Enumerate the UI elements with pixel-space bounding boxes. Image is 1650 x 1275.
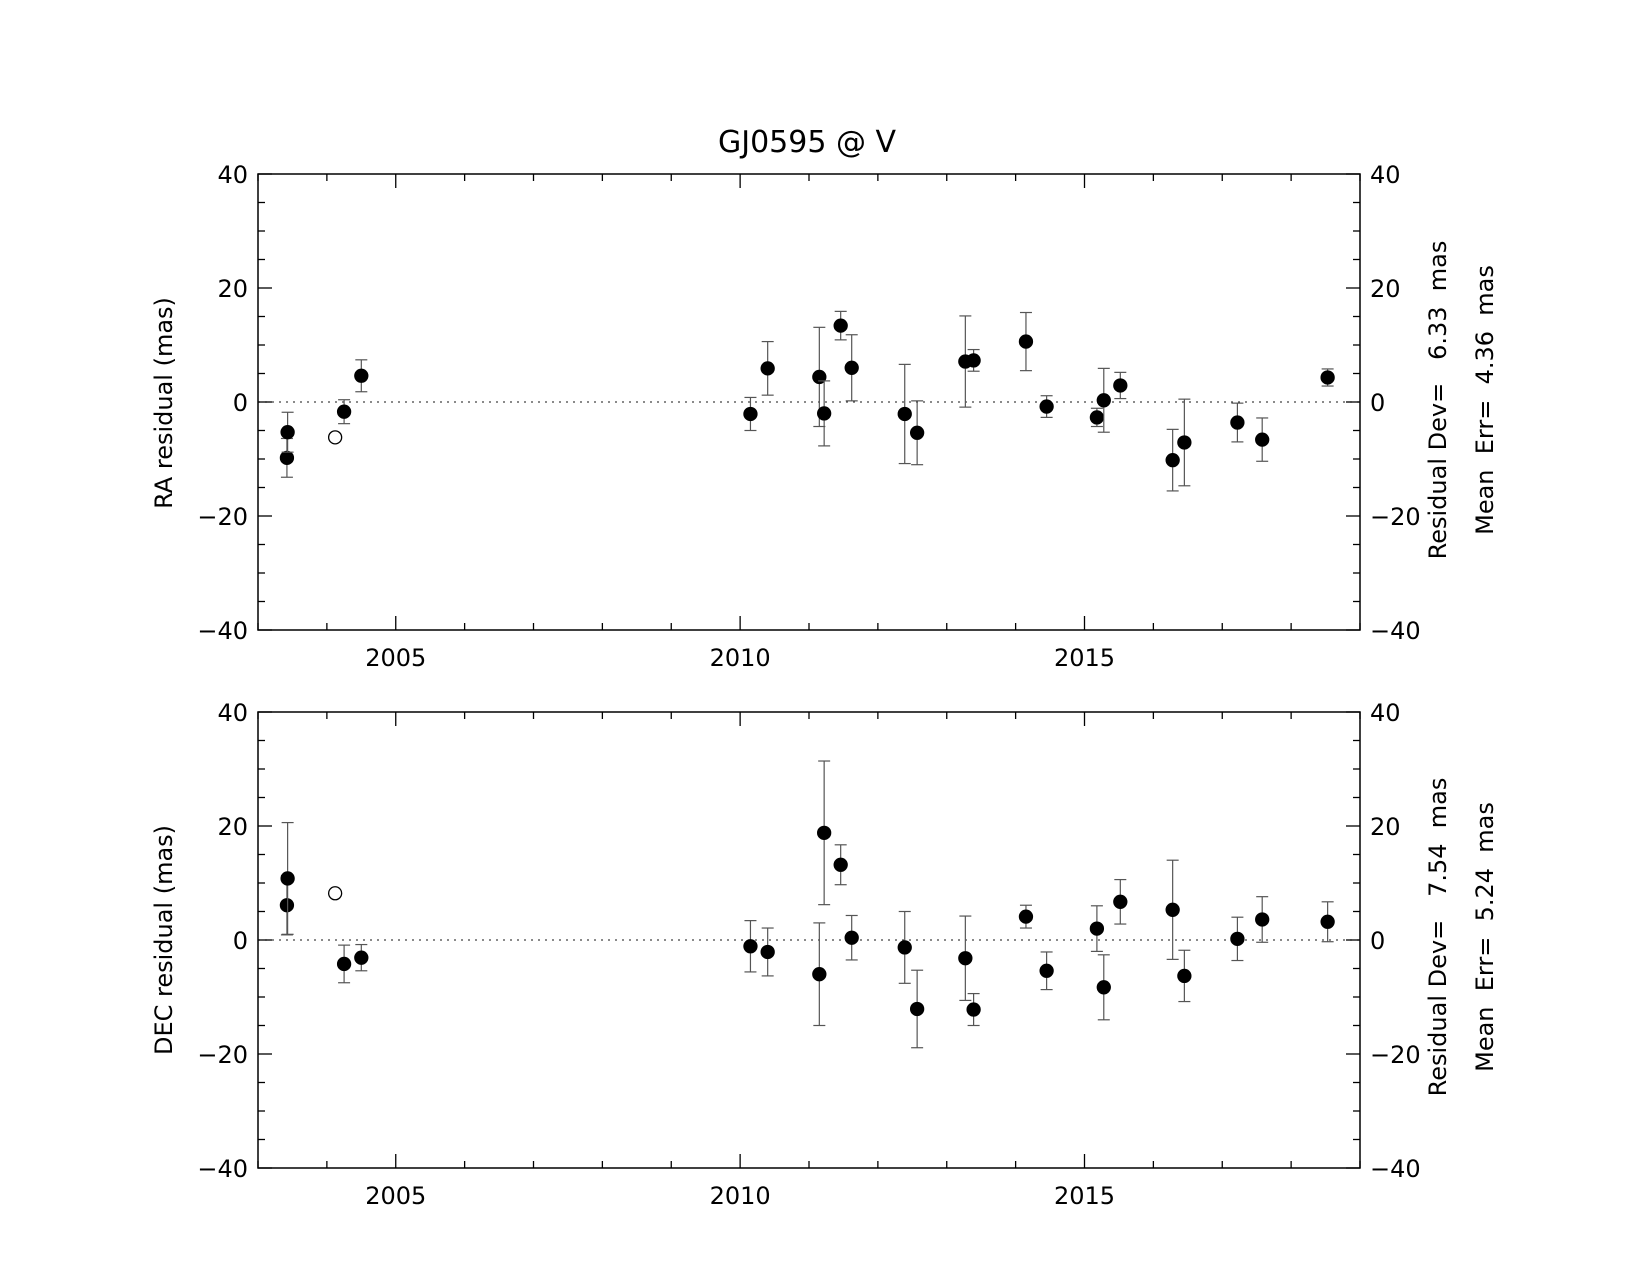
dec-ytick-label-left: 40 [217, 699, 248, 727]
ra-data-point [812, 369, 827, 385]
ra-ytick-label-right: 40 [1370, 161, 1401, 189]
ra-data-point [1018, 334, 1034, 349]
ra-xtick-label: 2005 [365, 644, 426, 672]
dec-rejected-point [327, 886, 343, 901]
dec-data-point [760, 944, 775, 960]
dec-data-point [812, 967, 827, 982]
dec-data-point [1165, 902, 1180, 917]
dec-ytick-label-left: 20 [217, 813, 248, 841]
dec-ytick-label-right: 0 [1370, 927, 1385, 955]
dec-ytick-label-left: −20 [197, 1041, 248, 1069]
dec-data-point [743, 939, 758, 954]
dec-ytick-label-right: 40 [1370, 699, 1401, 727]
ra-data-point [1320, 370, 1335, 385]
dec-data-point [966, 1002, 981, 1017]
ra-data-point [336, 404, 352, 419]
dec-data-point [833, 857, 848, 872]
ra-data-point [1165, 452, 1180, 468]
dec-data-point [844, 930, 859, 945]
ra-xtick-label: 2010 [710, 644, 771, 672]
dec-data-point [1113, 894, 1128, 909]
ra-data-point [897, 406, 912, 422]
ra-plot-frame [257, 173, 1361, 631]
ra-data-point [1113, 378, 1128, 393]
ra-data-point [844, 360, 859, 375]
dec-xtick-label: 2010 [710, 1182, 771, 1210]
dec-residual-panel: DEC residual (mas) Residual Dev= 7.54 ma… [150, 699, 1499, 1210]
ra-data-point [760, 361, 775, 376]
ra-data-point [279, 450, 295, 466]
ra-data-point [1089, 410, 1105, 425]
dec-mean-err: Mean Err= 5.24 mas [1471, 802, 1499, 1072]
ra-data-point [1177, 435, 1192, 450]
dec-data-point [1096, 980, 1111, 995]
ra-ylabel: RA residual (mas) [150, 297, 178, 509]
dec-plot-frame [257, 711, 1361, 1169]
ra-data-point [743, 406, 758, 422]
dec-ytick-label-right: 20 [1370, 813, 1401, 841]
dec-xtick-label: 2005 [365, 1182, 426, 1210]
ra-data-point [833, 318, 848, 333]
dec-data-point [958, 951, 973, 966]
dec-data-point [1255, 912, 1270, 927]
ra-ytick-label-right: 0 [1370, 389, 1385, 417]
figure-title: GJ0595 @ V [718, 125, 897, 160]
ra-data-point [966, 353, 981, 368]
ra-ytick-label-right: 20 [1370, 275, 1401, 303]
ra-ytick-label-left: 0 [233, 389, 248, 417]
dec-data-point [909, 1001, 925, 1017]
dec-ylabel: DEC residual (mas) [150, 825, 178, 1055]
dec-data-point [1230, 931, 1245, 947]
ra-data-point [817, 406, 832, 421]
ra-data-point [280, 425, 295, 440]
ra-ytick-label-right: −20 [1370, 503, 1421, 531]
ra-ytick-label-left: −20 [197, 503, 248, 531]
dec-ytick-label-left: 0 [233, 927, 248, 955]
dec-data-point [280, 871, 295, 886]
ra-ytick-label-left: −40 [197, 617, 248, 645]
ra-mean-err: Mean Err= 4.36 mas [1471, 265, 1499, 535]
ra-ytick-label-right: −40 [1370, 617, 1421, 645]
ra-data-point [354, 368, 369, 383]
ra-rejected-point [327, 430, 343, 445]
dec-data-point [336, 956, 352, 972]
dec-data-point [1177, 968, 1192, 984]
ra-residual-panel: RA residual (mas) Residual Dev= 6.33 mas… [150, 161, 1499, 672]
ra-data-point [1230, 415, 1245, 430]
ra-xtick-label: 2015 [1054, 644, 1115, 672]
dec-ytick-label-left: −40 [197, 1155, 248, 1183]
dec-xtick-label: 2015 [1054, 1182, 1115, 1210]
dec-data-point [1320, 914, 1335, 929]
dec-data-point [279, 898, 295, 913]
ra-ytick-label-left: 20 [217, 275, 248, 303]
ra-data-point [1255, 432, 1270, 447]
ra-residual-dev: Residual Dev= 6.33 mas [1424, 241, 1452, 560]
dec-ytick-label-right: −40 [1370, 1155, 1421, 1183]
ra-data-point [1039, 399, 1054, 414]
dec-data-point [354, 950, 369, 965]
dec-data-point [1018, 909, 1034, 924]
dec-data-point [817, 825, 832, 840]
dec-data-point [1089, 921, 1105, 936]
ra-ytick-label-left: 40 [217, 161, 248, 189]
dec-ytick-label-right: −20 [1370, 1041, 1421, 1069]
dec-data-point [897, 940, 912, 955]
dec-residual-dev: Residual Dev= 7.54 mas [1424, 778, 1452, 1097]
ra-data-point [909, 425, 925, 440]
dec-data-point [1039, 963, 1054, 978]
ra-data-point [1096, 393, 1111, 408]
